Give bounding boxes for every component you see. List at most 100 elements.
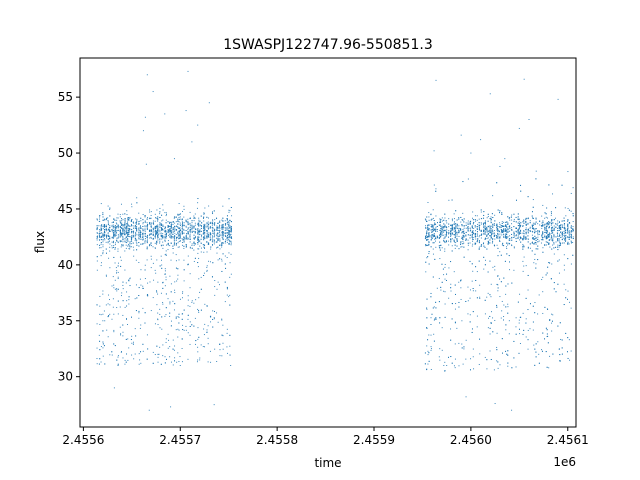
data-point — [198, 257, 200, 259]
data-point — [488, 317, 490, 319]
data-point — [461, 343, 463, 345]
data-point — [427, 225, 429, 227]
data-point — [527, 222, 529, 224]
data-point — [535, 221, 537, 223]
data-point — [198, 223, 200, 225]
data-point — [125, 318, 127, 320]
data-point — [216, 229, 218, 231]
data-point — [166, 213, 168, 215]
data-point — [492, 266, 494, 268]
data-point — [540, 239, 542, 241]
data-point — [203, 227, 205, 229]
data-point — [102, 347, 104, 349]
data-point — [211, 276, 213, 278]
data-point — [471, 245, 473, 247]
data-point — [547, 335, 549, 337]
data-point — [134, 234, 136, 236]
data-point — [157, 224, 159, 226]
data-point — [177, 226, 179, 228]
data-point — [221, 258, 223, 260]
data-point — [444, 241, 446, 243]
data-point — [572, 229, 574, 231]
data-point — [154, 247, 156, 249]
data-point — [501, 222, 503, 224]
data-point — [189, 224, 191, 226]
data-point — [467, 223, 469, 225]
data-point — [153, 279, 155, 281]
data-point — [534, 243, 536, 245]
data-point — [467, 230, 469, 232]
data-point — [211, 237, 213, 239]
data-point — [112, 306, 114, 308]
data-point — [183, 240, 185, 242]
data-point — [165, 338, 167, 340]
data-point — [462, 363, 464, 365]
data-point — [474, 236, 476, 238]
data-point — [496, 229, 498, 231]
data-point — [218, 221, 220, 223]
data-point — [182, 210, 184, 212]
chart-title: 1SWASPJ122747.96-550851.3 — [223, 37, 432, 53]
data-point — [520, 232, 522, 234]
data-point — [224, 223, 226, 225]
data-point — [122, 300, 124, 302]
data-point — [200, 215, 202, 217]
data-point — [129, 278, 131, 280]
data-point — [445, 230, 447, 232]
data-point — [572, 236, 574, 238]
data-point — [131, 203, 133, 205]
data-point — [535, 356, 537, 358]
data-point — [479, 224, 481, 226]
data-point — [428, 236, 430, 238]
data-point — [527, 232, 529, 234]
data-point — [458, 365, 460, 367]
data-point — [460, 216, 462, 218]
data-point — [189, 287, 191, 289]
data-point — [165, 250, 167, 252]
data-point — [230, 229, 232, 231]
data-point — [177, 219, 179, 221]
data-point — [219, 221, 221, 223]
data-point — [228, 229, 230, 231]
data-point — [480, 211, 482, 213]
data-point — [193, 230, 195, 232]
data-point — [122, 227, 124, 229]
data-point — [525, 265, 527, 267]
data-point — [156, 227, 158, 229]
data-point — [119, 226, 121, 228]
data-point — [193, 302, 195, 304]
data-point — [127, 217, 129, 219]
data-point — [204, 207, 206, 209]
data-point — [480, 230, 482, 232]
data-point — [226, 218, 228, 220]
data-point — [226, 223, 228, 225]
data-point — [221, 244, 223, 246]
data-point — [209, 315, 211, 317]
data-point — [160, 227, 162, 229]
data-point — [161, 214, 163, 216]
data-point — [122, 324, 124, 326]
data-point — [507, 354, 509, 356]
data-point — [553, 233, 555, 235]
data-point — [154, 235, 156, 237]
data-point — [453, 231, 455, 233]
data-point — [496, 346, 498, 348]
data-point — [122, 288, 124, 290]
data-point — [216, 247, 218, 249]
data-point — [228, 224, 230, 226]
data-point — [557, 325, 559, 327]
data-point — [434, 222, 436, 224]
data-point — [162, 287, 164, 289]
data-point — [454, 343, 456, 345]
data-point — [203, 236, 205, 238]
data-point — [439, 241, 441, 243]
data-point — [515, 216, 517, 218]
data-point — [534, 232, 536, 234]
data-point — [501, 221, 503, 223]
data-point — [520, 241, 522, 243]
data-point — [212, 213, 214, 215]
data-point — [197, 308, 199, 310]
data-point — [527, 218, 529, 220]
data-point — [120, 224, 122, 226]
data-point — [440, 289, 442, 291]
